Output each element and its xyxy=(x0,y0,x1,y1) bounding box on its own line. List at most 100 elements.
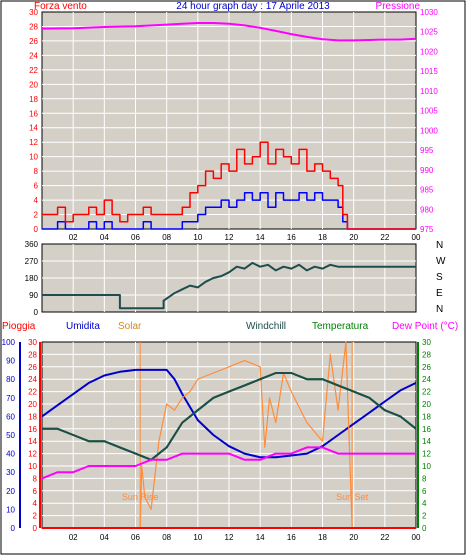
hour-tick-label: 20 xyxy=(349,233,358,242)
direction-tick-label: 270 xyxy=(25,257,39,266)
hour-tick-label: 04 xyxy=(100,533,109,542)
legend-pioggia: Pioggia xyxy=(2,321,36,332)
rain-tick-label: 10 xyxy=(28,462,37,471)
weather-x-tick-labels: 02 04 06 08 10 12 14 16 18 20 22 00 xyxy=(69,533,421,542)
wind-tick-label: 12 xyxy=(29,138,38,147)
humidity-tick-label: 80 xyxy=(6,375,15,384)
wind-tick-label: 30 xyxy=(29,8,38,17)
legend-temperatura: Temperatura xyxy=(312,321,369,332)
pressure-tick-label: 980 xyxy=(420,205,434,214)
wind-axis-label: Forza vento xyxy=(34,1,87,12)
series-dewpoint xyxy=(41,446,416,480)
wind-tick-label: 8 xyxy=(34,167,39,176)
series-pressure xyxy=(41,22,417,42)
weather-series xyxy=(41,341,417,529)
series-wind_gust xyxy=(42,141,416,230)
hour-tick-label: 16 xyxy=(287,533,296,542)
humidity-tick-label: 40 xyxy=(6,450,15,459)
series-direction xyxy=(42,261,416,310)
compass-label: N xyxy=(436,240,443,251)
temperature-tick-label: 28 xyxy=(422,350,431,359)
chart-title: 24 hour graph day : 17 Aprile 2013 xyxy=(176,1,330,12)
temperature-tick-label: 30 xyxy=(422,338,431,347)
rain-tick-label: 0 xyxy=(33,524,38,533)
temperature-tick-label: 12 xyxy=(422,450,431,459)
compass-label: N xyxy=(436,304,443,315)
temperature-tick-label: 22 xyxy=(422,388,431,397)
rain-tick-label: 28 xyxy=(28,350,37,359)
rain-tick-label: 30 xyxy=(28,338,37,347)
pressure-tick-label: 985 xyxy=(420,186,434,195)
hour-tick-label: 12 xyxy=(225,233,234,242)
wind-tick-label: 4 xyxy=(34,196,39,205)
direction-y-tick-labels: 0 90 180 270 360 xyxy=(25,240,39,317)
humidity-tick-label: 10 xyxy=(6,505,15,514)
humidity-tick-label: 70 xyxy=(6,394,15,403)
direction-tick-label: 90 xyxy=(29,291,38,300)
humidity-tick-label: 30 xyxy=(6,468,15,477)
rain-tick-label: 14 xyxy=(28,437,37,446)
hour-tick-label: 02 xyxy=(69,233,78,242)
hour-tick-label: 20 xyxy=(349,533,358,542)
rain-tick-label: 18 xyxy=(28,412,37,421)
temperature-tick-label: 4 xyxy=(422,499,427,508)
hour-tick-label: 18 xyxy=(318,533,327,542)
direction-series xyxy=(42,261,416,310)
humidity-tick-label: 60 xyxy=(6,412,15,421)
pressure-tick-label: 1000 xyxy=(420,126,438,135)
legend-solar: Solar xyxy=(118,321,142,332)
series-wind_avg xyxy=(42,192,416,230)
pressure-axis-label: Pressione xyxy=(376,1,421,12)
hour-tick-label: 16 xyxy=(287,233,296,242)
humidity-tick-label: 20 xyxy=(6,487,15,496)
hour-tick-label: 06 xyxy=(131,233,140,242)
temperature-tick-label: 20 xyxy=(422,400,431,409)
compass-label: W xyxy=(436,256,446,267)
wind-x-tick-labels: 02 04 06 08 10 12 14 16 18 20 22 00 xyxy=(69,233,421,242)
wind-tick-label: 22 xyxy=(29,66,38,75)
pressure-tick-label: 1020 xyxy=(420,47,438,56)
wind-tick-label: 2 xyxy=(34,211,39,220)
wind-tick-label: 24 xyxy=(29,51,38,60)
temperature-tick-label: 26 xyxy=(422,363,431,372)
rain-tick-label: 12 xyxy=(28,450,37,459)
wind-tick-label: 0 xyxy=(34,225,39,234)
wind-tick-label: 16 xyxy=(29,109,38,118)
pressure-tick-label: 1030 xyxy=(420,8,438,17)
direction-tick-label: 360 xyxy=(25,240,39,249)
temperature-tick-label: 6 xyxy=(422,487,427,496)
hour-tick-label: 08 xyxy=(162,233,171,242)
sun-rise-annotation: Sun Rise xyxy=(122,492,159,502)
hour-tick-label: 22 xyxy=(380,233,389,242)
rain-tick-label: 24 xyxy=(28,375,37,384)
humidity-tick-label: 90 xyxy=(6,357,15,366)
temperature-tick-label: 8 xyxy=(422,474,427,483)
temperature-tick-label: 0 xyxy=(422,524,427,533)
wind-tick-label: 14 xyxy=(29,124,38,133)
hour-tick-label: 12 xyxy=(225,533,234,542)
rain-tick-label: 26 xyxy=(28,363,37,372)
hour-tick-label: 02 xyxy=(69,533,78,542)
hour-tick-label: 10 xyxy=(193,233,202,242)
pressure-tick-label: 995 xyxy=(420,146,434,155)
weather-axes xyxy=(19,342,419,528)
hour-tick-label: 14 xyxy=(256,533,265,542)
humidity-tick-label: 50 xyxy=(6,431,15,440)
rain-tick-label: 8 xyxy=(33,474,38,483)
wind-tick-label: 26 xyxy=(29,37,38,46)
legend-umidita: Umidita xyxy=(66,321,100,332)
wind-tick-label: 18 xyxy=(29,95,38,104)
hour-tick-label: 22 xyxy=(380,533,389,542)
pressure-tick-label: 1010 xyxy=(420,87,438,96)
temperature-tick-label: 18 xyxy=(422,412,431,421)
temperature-tick-label: 16 xyxy=(422,425,431,434)
pressure-tick-label: 1005 xyxy=(420,107,438,116)
temperature-tick-label: 2 xyxy=(422,512,427,521)
hour-tick-label: 08 xyxy=(162,533,171,542)
hour-tick-label: 06 xyxy=(131,533,140,542)
wind-series xyxy=(41,22,417,230)
rain-tick-label: 16 xyxy=(28,425,37,434)
